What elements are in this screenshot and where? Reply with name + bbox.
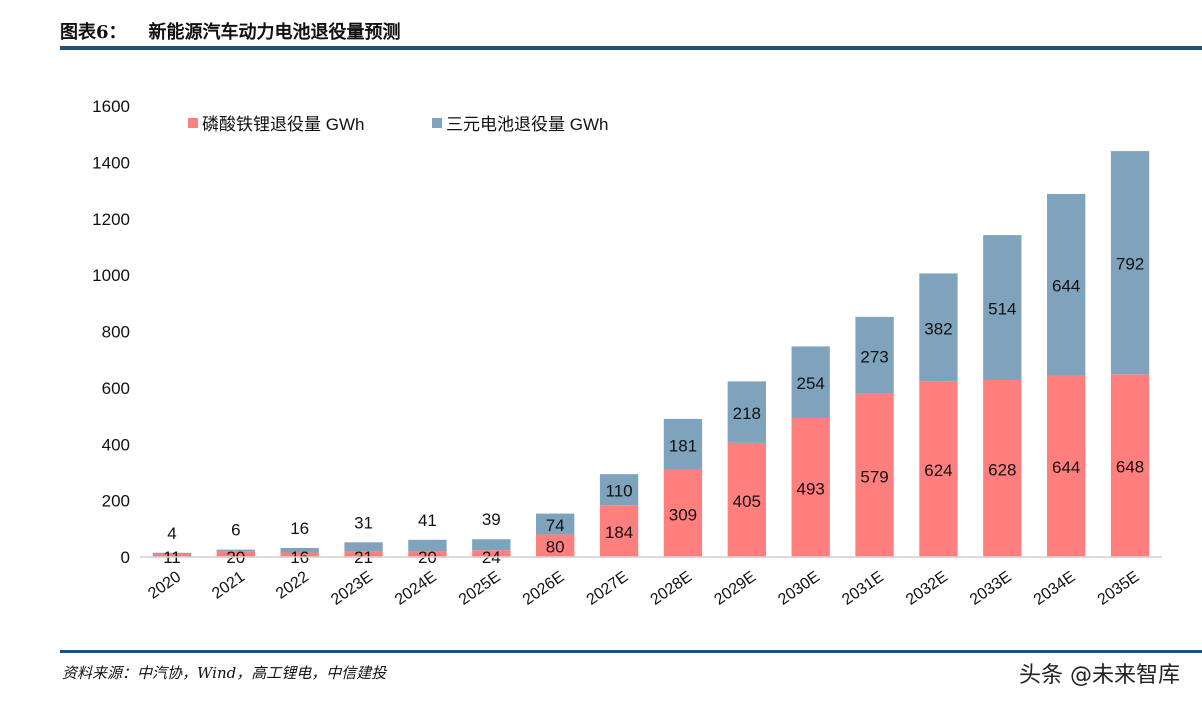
bar-ncm <box>152 552 192 554</box>
y-tick-label: 400 <box>102 435 130 454</box>
data-label: 80 <box>546 538 565 557</box>
bar-ncm <box>791 346 830 419</box>
data-label: 579 <box>860 467 888 486</box>
bar-ncm <box>1110 151 1150 375</box>
source-note: 资料来源：中汽协，Wind，高工锂电，中信建投 <box>62 664 387 682</box>
x-tick-label: 2032E <box>903 568 951 608</box>
data-label: 184 <box>605 523 633 542</box>
bar-lfp <box>344 551 383 557</box>
data-label: 74 <box>546 516 565 535</box>
bar-ncm <box>408 539 447 552</box>
y-tick-label: 1400 <box>92 153 130 172</box>
bar-ncm <box>280 547 319 553</box>
figure-number: 图表6： <box>60 22 127 43</box>
data-label: 382 <box>924 319 952 338</box>
y-tick-label: 600 <box>102 379 130 398</box>
legend-swatch <box>188 118 198 128</box>
bar-ncm <box>1047 193 1086 376</box>
bar-lfp <box>408 551 447 557</box>
data-label: 792 <box>1116 255 1144 274</box>
legend-label: 三元电池退役量 GWh <box>446 115 608 134</box>
x-tick-label: 2025E <box>456 568 504 608</box>
bar-ncm <box>983 235 1022 380</box>
x-tick-label: 2031E <box>839 568 887 608</box>
bar-ncm <box>855 316 894 394</box>
bar-lfp <box>727 442 766 557</box>
bar-lfp <box>663 469 703 557</box>
data-label: 254 <box>797 374 825 393</box>
x-tick-label: 2020 <box>145 568 184 602</box>
bar-lfp <box>1047 375 1086 557</box>
data-label: 648 <box>1116 458 1144 477</box>
data-label: 309 <box>669 505 697 524</box>
data-label: 31 <box>354 513 373 532</box>
data-label: 16 <box>290 519 309 538</box>
bar-lfp <box>152 553 192 557</box>
figure-title: 图表6： 新能源汽车动力电池退役量预测 <box>60 18 401 44</box>
bar-ncm <box>536 513 575 535</box>
data-label: 110 <box>606 482 633 501</box>
bar-ncm <box>216 549 255 552</box>
data-label: 628 <box>988 460 1016 479</box>
data-label: 273 <box>860 347 888 366</box>
title-divider <box>60 46 1202 50</box>
bar-ncm <box>727 381 766 443</box>
bar-lfp <box>855 393 894 557</box>
y-tick-label: 1000 <box>92 266 130 285</box>
x-tick-label: 2021 <box>209 568 248 602</box>
x-tick-label: 2024E <box>392 568 440 608</box>
x-tick-label: 2022 <box>273 568 312 602</box>
x-tick-label: 2033E <box>967 568 1015 608</box>
data-label: 624 <box>924 461 952 480</box>
stacked-bar-chart: 0200400600800100012001400160011420202062… <box>92 97 1162 609</box>
bar-lfp <box>919 381 958 557</box>
legend-label: 磷酸铁锂退役量 GWh <box>202 115 364 134</box>
data-label: 41 <box>418 511 437 530</box>
bar-lfp <box>280 552 319 557</box>
footer-divider <box>60 650 1202 653</box>
data-label: 39 <box>482 510 501 529</box>
y-tick-label: 0 <box>121 548 130 567</box>
bar-ncm <box>344 542 383 552</box>
x-tick-label: 2023E <box>328 568 376 608</box>
data-label: 493 <box>797 480 825 499</box>
x-tick-label: 2034E <box>1031 568 1079 608</box>
y-tick-label: 1600 <box>92 97 130 116</box>
figure-title-text: 新能源汽车动力电池退役量预测 <box>148 22 401 43</box>
bar-ncm <box>919 273 958 382</box>
bar-ncm <box>472 539 511 551</box>
x-tick-label: 2035E <box>1095 568 1143 608</box>
data-label: 405 <box>733 492 761 511</box>
legend-swatch <box>432 118 442 128</box>
data-label: 218 <box>733 404 761 423</box>
data-label: 181 <box>669 436 697 455</box>
x-tick-label: 2029E <box>711 568 759 608</box>
data-label: 644 <box>1052 277 1080 296</box>
data-label: 644 <box>1052 458 1080 477</box>
bar-lfp <box>1110 374 1150 557</box>
bar-lfp <box>791 418 830 557</box>
x-tick-label: 2028E <box>648 568 696 608</box>
y-tick-label: 200 <box>102 492 130 511</box>
x-tick-label: 2027E <box>584 568 632 608</box>
bar-lfp <box>599 505 639 557</box>
data-label: 4 <box>167 524 176 543</box>
bar-ncm <box>599 474 639 506</box>
bar-lfp <box>216 551 255 557</box>
x-tick-label: 2030E <box>775 568 823 608</box>
y-tick-label: 1200 <box>92 210 130 229</box>
bar-lfp <box>983 379 1022 557</box>
bar-lfp <box>536 534 575 557</box>
bar-ncm <box>663 418 703 470</box>
watermark: 头条 @未来智库 <box>1019 663 1180 688</box>
data-label: 514 <box>988 300 1016 319</box>
x-tick-label: 2026E <box>520 568 568 608</box>
bar-lfp <box>472 550 511 557</box>
y-tick-label: 800 <box>102 323 130 342</box>
data-label: 6 <box>231 521 240 540</box>
